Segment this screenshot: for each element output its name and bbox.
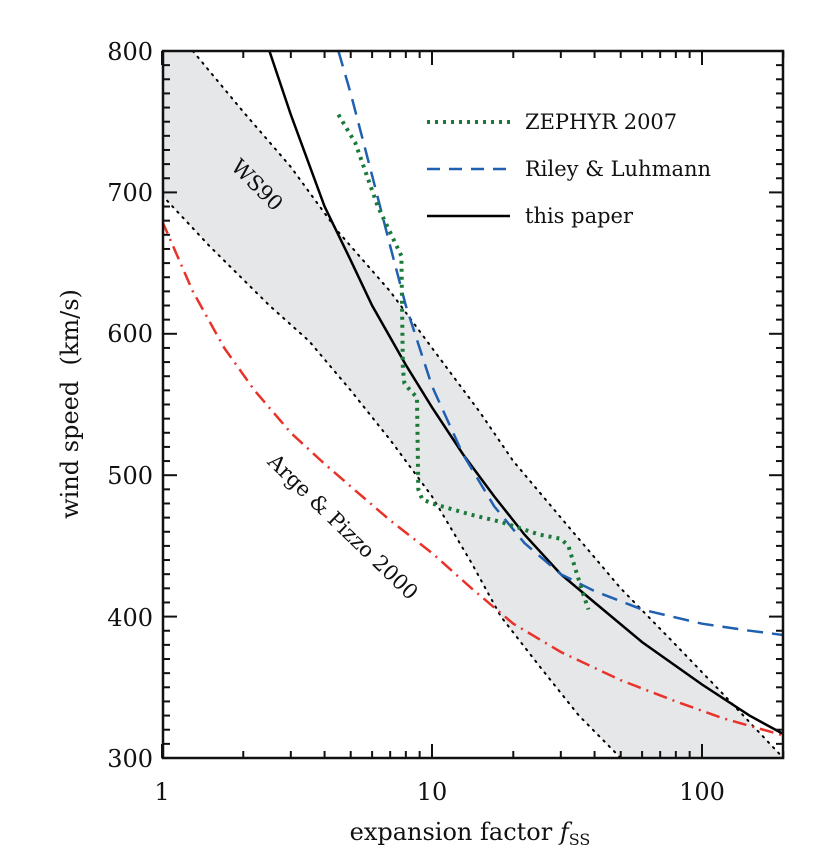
x-axis-title-sub: SS [569, 830, 591, 849]
y-axis-title: wind speed (km/s) [56, 289, 84, 519]
x-tick-labels: 1 10 100 [154, 778, 725, 806]
zephyr-2007-line [336, 113, 591, 611]
x-tick-label: 10 [417, 778, 448, 806]
x-axis-title-main: expansion factor [350, 818, 560, 846]
y-tick-label: 400 [107, 604, 153, 632]
legend-zephyr-label: ZEPHYR 2007 [525, 110, 677, 134]
plot-area [163, 51, 783, 758]
axis-ticks [161, 50, 785, 759]
x-axis-title: expansion factor fSS [350, 818, 591, 849]
y-tick-labels: 300 400 500 600 700 800 [107, 38, 153, 773]
y-tick-label: 800 [107, 38, 153, 66]
y-tick-label: 300 [107, 745, 153, 773]
riley-luhmann-line [337, 51, 783, 637]
x-tick-label: 100 [679, 778, 725, 806]
y-tick-label: 500 [107, 462, 153, 490]
legend: ZEPHYR 2007 Riley & Luhmann this paper [427, 110, 711, 228]
y-tick-label: 600 [107, 320, 153, 348]
y-tick-label: 700 [107, 179, 153, 207]
this-paper-line [268, 51, 783, 736]
legend-riley-label: Riley & Luhmann [525, 157, 711, 181]
legend-this-paper-label: this paper [525, 204, 634, 228]
x-tick-label: 1 [154, 778, 169, 806]
ws90-upper-bound-line [191, 51, 783, 758]
ws90-lower-bound-line [163, 194, 622, 758]
